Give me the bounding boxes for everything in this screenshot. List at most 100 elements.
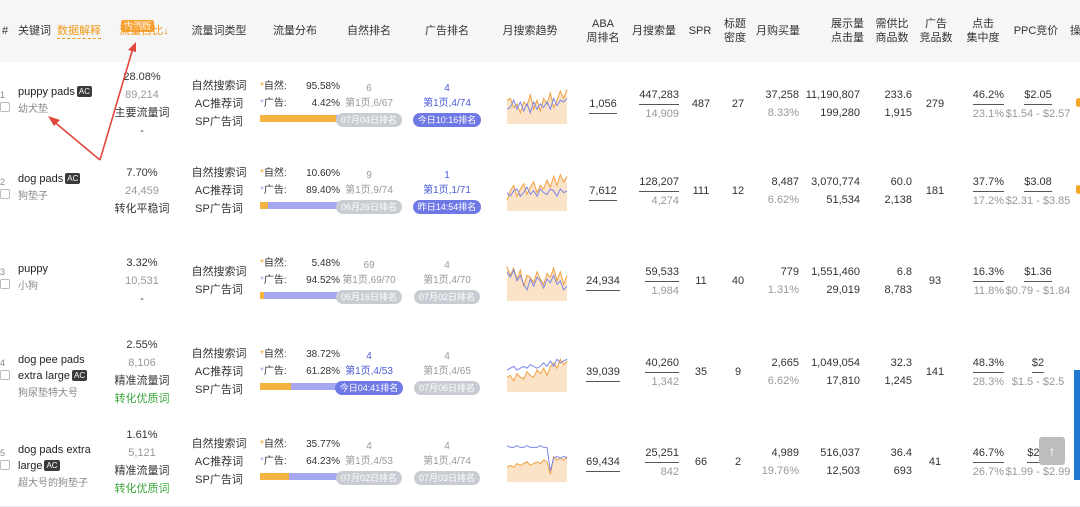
traffic-share-volume: 8,106 (128, 357, 156, 369)
aba-rank-value[interactable]: 7,612 (589, 182, 617, 201)
ad-rank-num: 4 (444, 260, 450, 271)
ad-rank-num: 4 (444, 351, 450, 362)
natural-rank-time-pill[interactable]: 06月16日排名 (335, 290, 403, 304)
row-checkbox[interactable] (0, 460, 10, 470)
monthly-trend-sparkline[interactable] (506, 350, 568, 394)
monthly-trend-sparkline[interactable] (506, 82, 568, 126)
click-concentration-value[interactable]: 48.3% (972, 354, 1004, 373)
row-action-dot-2[interactable] (1076, 185, 1080, 194)
natural-rank-time-pill[interactable]: 今日04:41排名 (334, 381, 404, 395)
ppc-value[interactable]: $3.08 (1024, 173, 1052, 192)
ad-rank-time-pill[interactable]: 07月06日排名 (413, 381, 481, 395)
monthly-trend-sparkline[interactable] (506, 259, 568, 303)
row-index: 4 (0, 358, 6, 368)
monthly-search-value[interactable]: 40,260 (645, 354, 679, 373)
row-checkbox[interactable] (0, 370, 10, 380)
monthly-search-value[interactable]: 59,533 (645, 263, 679, 282)
traffic-type-cell: 自然搜索词 AC推荐词 SP广告词 (186, 62, 252, 146)
monthly-search-value[interactable]: 25,251 (645, 444, 679, 463)
natural-rank-time-pill[interactable]: 07月02日排名 (335, 471, 403, 485)
sparkline-area (507, 266, 567, 301)
purchase-rate-value: 8.33% (767, 107, 799, 119)
supply-demand-value: 233.6 (884, 89, 912, 101)
ad-products-value: 41 (928, 456, 942, 468)
aba-rank-cell: 1,056 (583, 62, 623, 146)
ad-rank-page: 第1页,4/65 (423, 366, 471, 377)
monthly-search-value[interactable]: 128,207 (639, 173, 679, 192)
monthly-search-value[interactable]: 447,283 (639, 86, 679, 105)
monthly-trend-sparkline[interactable] (506, 169, 568, 213)
traffic-type-header: 流量词类型 (191, 25, 247, 37)
table-row[interactable]: 5 dog pads extra large AC 超大号的狗垫子 1.61% 5,121… (0, 418, 1080, 507)
row-checkbox[interactable] (0, 189, 10, 199)
ppc-value[interactable]: $1.36 (1024, 263, 1052, 282)
row-checkbox[interactable] (0, 102, 10, 112)
aba-rank-value[interactable]: 39,039 (586, 363, 620, 382)
spr-value: 111 (692, 185, 710, 197)
row-checkbox[interactable] (0, 279, 10, 289)
sparkline-rank-line (506, 445, 568, 471)
ppc-range: $1.5 - $2.5 (1011, 375, 1065, 388)
title-density-value: 40 (731, 275, 745, 287)
ad-rank-time-pill[interactable]: 07月03日排名 (413, 471, 481, 485)
monthly-purchase-value: 8,487 (771, 176, 799, 188)
natural-pct: 10.60% (306, 168, 340, 179)
keyword-text[interactable]: dog pads extra large (18, 444, 91, 472)
click-concentration-value[interactable]: 16.3% (972, 263, 1004, 282)
data-explain-link[interactable]: 数据解释 (57, 24, 101, 39)
click-concentration-sub: 17.2% (972, 194, 1004, 207)
row-action-dot-1[interactable] (1076, 98, 1080, 107)
aba-rank-value[interactable]: 24,934 (586, 272, 620, 291)
ad-rank-time-pill[interactable]: 昨日14:54排名 (412, 200, 482, 214)
ad-products-header: 广告 竞品数 (916, 0, 956, 62)
daily-search-value: 842 (660, 465, 679, 478)
traffic-type-tag: AC推荐词 (194, 185, 244, 197)
table-row[interactable]: 4 dog pee pads extra large AC 狗尿垫特大号 2.55% 8,… (0, 326, 1080, 419)
aba-rank-value[interactable]: 69,434 (586, 453, 620, 472)
title-density-value: 12 (731, 185, 745, 197)
natural-rank-time-pill[interactable]: 07月04日排名 (335, 113, 403, 127)
keyword-cell: dog pee pads extra large AC 狗尿垫特大号 (18, 352, 106, 402)
traffic-share-sort[interactable]: 流量占比↓ (119, 25, 169, 37)
keyword-text[interactable]: puppy pads (18, 86, 75, 98)
ppc-value[interactable]: $2 (1031, 354, 1045, 373)
natural-rank-cell: 6 第1页,6/67 07月04日排名 (334, 62, 404, 146)
monthly-trend-header: 月搜索趋势 (502, 25, 558, 37)
traffic-type-tag: SP广告词 (195, 284, 243, 296)
keyword-text[interactable]: puppy (18, 263, 48, 275)
natural-rank-time-pill[interactable]: 06月26日排名 (335, 200, 403, 214)
product-count-value: 2,138 (884, 194, 912, 206)
ppc-value[interactable]: $2.05 (1024, 86, 1052, 105)
traffic-type-cell: 自然搜索词 AC推荐词 SP广告词 (186, 146, 252, 236)
traffic-type-tag: 自然搜索词 (191, 80, 247, 92)
ppc-range: $1.99 - $2.99 (1005, 465, 1071, 478)
ppc-range: $1.54 - $2.57 (1005, 107, 1071, 120)
natural-bar-fill (260, 383, 291, 390)
table-row[interactable]: 1 puppy pads AC 幼犬垫 28.08% 89,214 主要流量词 - 自然搜索词 A… (0, 62, 1080, 147)
natural-rank-page: 第1页,4/53 (345, 456, 393, 467)
impressions-value: 1,551,460 (811, 266, 860, 278)
click-concentration-value[interactable]: 46.7% (972, 444, 1004, 463)
click-concentration-value[interactable]: 37.7% (972, 173, 1004, 192)
ad-label: 广告: (263, 366, 287, 377)
table-row[interactable]: 2 dog pads AC 狗垫子 7.70% 24,459 转化平稳词 自然搜索词 AC推荐词… (0, 146, 1080, 237)
keyword-text[interactable]: dog pads (18, 173, 64, 185)
monthly-trend-sparkline[interactable] (506, 440, 568, 484)
traffic-dist-cell: *自然: 38.72% *广告: 61.28% (260, 346, 340, 390)
click-concentration-value[interactable]: 46.2% (972, 86, 1004, 105)
vertical-scrollbar[interactable] (1074, 370, 1080, 480)
monthly-purchase-value: 4,989 (771, 447, 799, 459)
arrow-up-icon[interactable]: ↑ (1039, 437, 1065, 465)
table-row[interactable]: 3 puppy 小狗 3.32% 10,531- 自然搜索词 SP广告词 *自然: 5.48% *… (0, 236, 1080, 327)
traffic-type-tag: SP广告词 (195, 203, 243, 215)
title-density-value: 2 (734, 456, 742, 468)
monthly-purchase-value: 37,258 (765, 89, 799, 101)
ad-rank-time-pill[interactable]: 今日10:16排名 (412, 113, 482, 127)
aba-rank-value[interactable]: 1,056 (589, 95, 617, 114)
ad-rank-time-pill[interactable]: 07月02日排名 (413, 290, 481, 304)
sparkline-area (507, 89, 567, 124)
aba-rank-cell: 39,039 (583, 326, 623, 418)
keyword-text[interactable]: dog pee pads extra large (18, 354, 85, 382)
natural-bar-fill (260, 115, 337, 122)
title-density-header: 标题 密度 (719, 0, 751, 62)
